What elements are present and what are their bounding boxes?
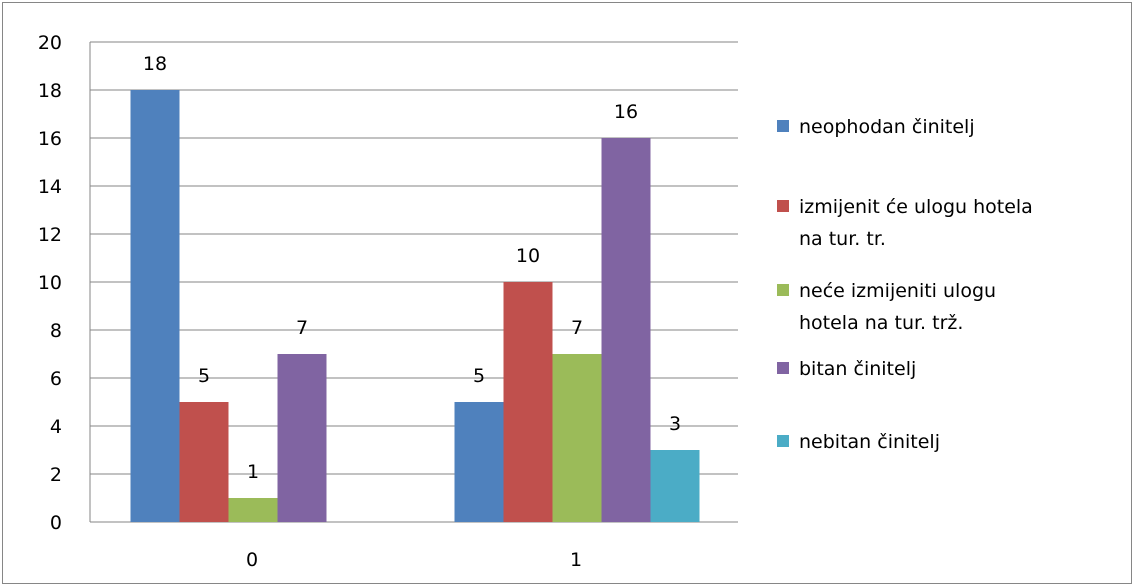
bar-neophodan-initelj-cat-0 (130, 90, 180, 522)
x-tick-label: 0 (246, 549, 258, 571)
y-tick-label: 18 (38, 80, 62, 102)
y-tick-label: 0 (50, 512, 62, 534)
data-label: 5 (198, 365, 210, 387)
legend-item: bitan činitelj (777, 358, 916, 380)
x-tick-label: 1 (570, 549, 582, 571)
legend-swatch (777, 435, 789, 447)
bar-ne-e-izmijeniti-ulogu-hotela-na-tur-tr--cat-1 (552, 354, 602, 522)
data-label: 16 (614, 101, 638, 123)
legend-item: izmijenit će ulogu hotela na tur. tr. (777, 196, 1033, 250)
legend-item: nebitan činitelj (777, 431, 940, 453)
y-tick-label: 8 (50, 320, 62, 342)
data-label: 7 (571, 317, 583, 339)
data-label: 3 (669, 413, 681, 435)
y-tick-label: 20 (38, 32, 62, 54)
bar-neophodan-initelj-cat-1 (454, 402, 504, 522)
bar-ne-e-izmijeniti-ulogu-hotela-na-tur-tr--cat-0 (228, 498, 278, 522)
bar-bitan-initelj-cat-1 (601, 138, 651, 522)
legend-swatch (777, 200, 789, 212)
data-label: 7 (296, 317, 308, 339)
legend-swatch (777, 362, 789, 374)
y-tick-label: 4 (50, 416, 62, 438)
legend-label: neophodan činitelj (799, 116, 975, 138)
data-label: 18 (143, 53, 167, 75)
bar-izmijenit-e-ulogu-hotela-na-tur-tr--cat-1 (503, 282, 553, 522)
y-tick-label: 12 (38, 224, 62, 246)
legend-swatch (777, 284, 789, 296)
legend-label: neće izmijeniti ulogu (799, 280, 996, 302)
data-label: 1 (247, 461, 259, 483)
y-tick-label: 2 (50, 464, 62, 486)
legend-label: bitan činitelj (799, 358, 916, 380)
legend-item: neophodan činitelj (777, 116, 975, 138)
legend-swatch (777, 120, 789, 132)
y-tick-label: 6 (50, 368, 62, 390)
bar-nebitan-initelj-cat-1 (650, 450, 700, 522)
y-tick-label: 14 (38, 176, 62, 198)
legend-label: nebitan činitelj (799, 431, 940, 453)
legend-item: neće izmijeniti ulogu hotela na tur. trž. (777, 280, 996, 334)
bar-izmijenit-e-ulogu-hotela-na-tur-tr--cat-0 (179, 402, 229, 522)
y-tick-label: 16 (38, 128, 62, 150)
data-label: 10 (516, 245, 540, 267)
bar-bitan-initelj-cat-0 (277, 354, 327, 522)
legend-label: hotela na tur. trž. (799, 312, 963, 334)
data-label: 5 (473, 365, 485, 387)
y-tick-label: 10 (38, 272, 62, 294)
legend-label: na tur. tr. (799, 228, 886, 250)
legend-label: izmijenit će ulogu hotela (799, 196, 1033, 218)
